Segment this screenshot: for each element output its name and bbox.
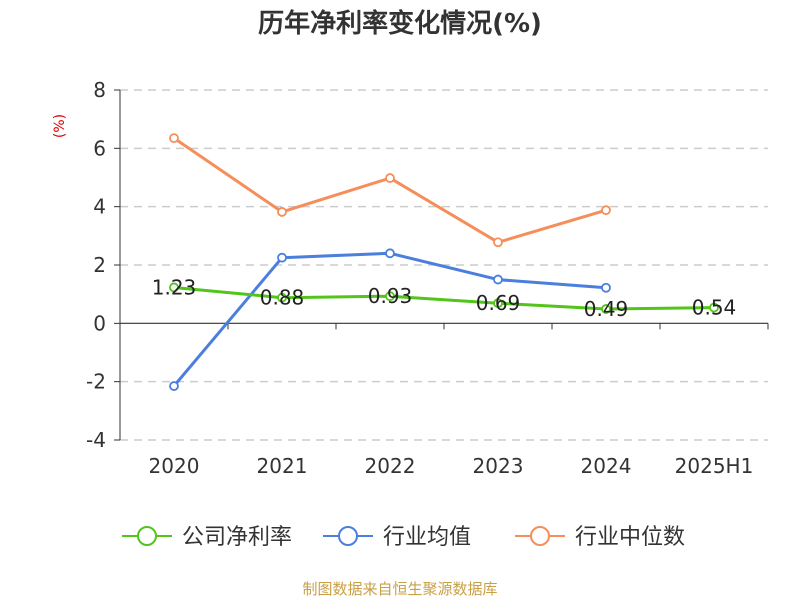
x-tick-label: 2020 (149, 454, 200, 478)
data-point[interactable] (169, 381, 179, 391)
legend-item[interactable]: 公司净利率 (122, 525, 292, 550)
y-tick-label: 6 (93, 136, 106, 160)
chart-title: 历年净利率变化情况(%) (258, 8, 542, 39)
y-tick-label: 2 (93, 253, 106, 277)
data-label: 1.23 (152, 275, 197, 299)
data-point[interactable] (493, 274, 503, 285)
series-line (172, 251, 607, 387)
y-axis-unit: (%) (52, 114, 68, 138)
legend[interactable]: 公司净利率 行业均值 行业中位数 (122, 525, 685, 550)
series-line (173, 286, 715, 311)
source-note: 制图数据来自恒生聚源数据库 (302, 580, 497, 598)
x-tick-label: 2022 (365, 454, 416, 478)
legend-label: 行业中位数 (575, 525, 685, 550)
y-tick-label: 8 (93, 78, 106, 102)
legend-swatch-marker (338, 526, 358, 546)
y-tick-label: 0 (93, 311, 106, 335)
series-layer (169, 133, 719, 391)
data-point[interactable] (493, 298, 503, 309)
data-point[interactable] (277, 292, 287, 303)
data-point[interactable] (601, 205, 611, 216)
y-tick-label: -4 (86, 428, 106, 452)
axes: -4 -2 0 2 4 6 8 2020 2021 2022 2023 2024 2025H1 (86, 78, 769, 478)
data-point[interactable] (709, 302, 719, 313)
legend-swatch-marker (530, 526, 550, 546)
x-tick-label: 2025H1 (675, 454, 754, 478)
data-label: 0.49 (584, 297, 629, 321)
data-label: 0.54 (692, 296, 737, 320)
data-point[interactable] (385, 248, 395, 259)
data-label: 0.88 (260, 286, 305, 310)
data-label: 0.93 (368, 284, 413, 308)
y-tick-label: -2 (86, 370, 106, 394)
data-point[interactable] (169, 133, 179, 144)
x-tick-label: 2024 (581, 454, 632, 478)
data-point[interactable] (277, 207, 287, 217)
grid-lines (120, 89, 768, 441)
data-point[interactable] (493, 237, 503, 248)
data-point[interactable] (169, 282, 179, 293)
data-point[interactable] (601, 304, 611, 314)
data-labels: 1.23 0.88 0.93 0.69 0.49 0.54 (152, 275, 737, 321)
legend-item[interactable]: 行业均值 (323, 525, 471, 550)
x-tick-label: 2021 (257, 454, 308, 478)
legend-label: 行业均值 (383, 525, 471, 550)
data-point[interactable] (601, 282, 611, 293)
data-point[interactable] (385, 173, 395, 183)
x-tick-label: 2023 (473, 454, 524, 478)
legend-label: 公司净利率 (182, 525, 292, 550)
legend-swatch-marker (137, 526, 157, 546)
data-label: 0.69 (476, 291, 521, 315)
data-point[interactable] (385, 291, 395, 302)
data-point[interactable] (277, 252, 287, 263)
y-tick-label: 4 (93, 195, 106, 219)
legend-item[interactable]: 行业中位数 (515, 525, 685, 550)
series-line (173, 136, 607, 244)
